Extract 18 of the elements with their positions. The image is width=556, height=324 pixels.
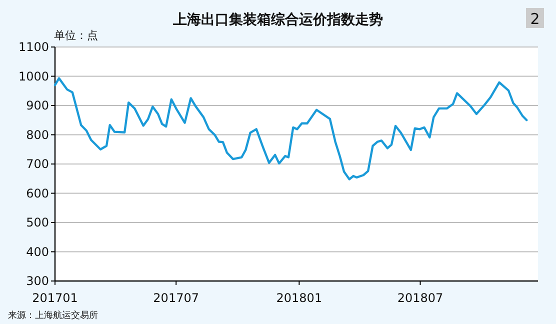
x-tick-label: 201807 bbox=[397, 291, 444, 305]
chart-title: 上海出口集装箱综合运价指数走势 bbox=[172, 11, 383, 28]
x-tick-label: 201707 bbox=[153, 291, 199, 305]
line-series bbox=[54, 77, 528, 180]
source-note: 来源：上海航运交易所 bbox=[8, 310, 98, 321]
y-tick-label: 700 bbox=[26, 157, 49, 171]
y-tick-label: 300 bbox=[26, 274, 49, 288]
x-tick-label: 201801 bbox=[276, 291, 322, 305]
x-tick-label: 201701 bbox=[32, 291, 78, 305]
y-tick-label: 800 bbox=[26, 128, 49, 142]
y-tick-label: 900 bbox=[26, 98, 49, 112]
y-tick-label: 400 bbox=[26, 244, 49, 259]
y-tick-label: 500 bbox=[26, 216, 49, 230]
y-tick-label: 600 bbox=[26, 186, 49, 200]
text: 2 bbox=[530, 10, 540, 28]
y-tick-label: 1000 bbox=[18, 69, 49, 84]
y-axis-title: 单位：点 bbox=[54, 29, 98, 42]
y-tick-label: 1100 bbox=[18, 40, 49, 54]
